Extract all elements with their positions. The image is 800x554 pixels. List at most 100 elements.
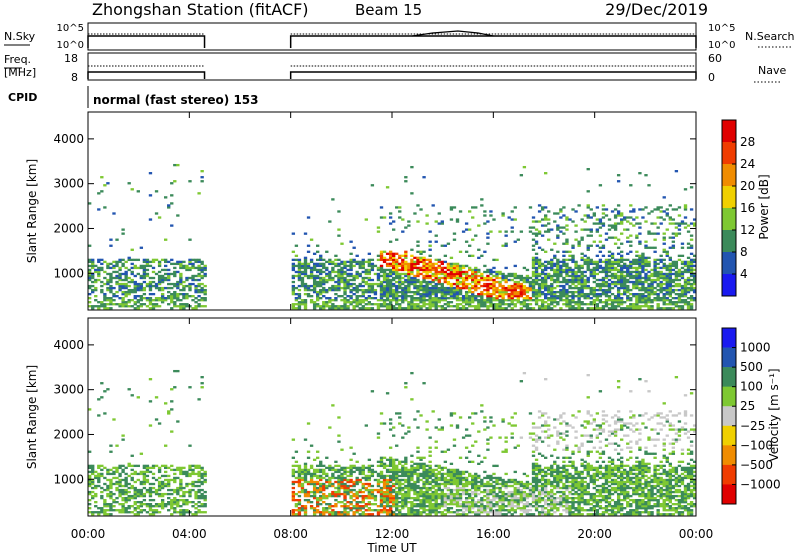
velocity-cell [440,503,444,506]
velocity-cell [416,494,420,498]
power-cell [130,278,134,282]
power-cell [385,272,390,276]
velocity-cell [331,476,335,480]
power-cell [507,297,511,300]
power-cell [309,258,314,262]
velocity-cell [410,371,414,375]
velocity-cell [401,488,405,492]
power-cell [364,307,368,310]
velocity-cell [106,470,110,474]
velocity-cell [413,468,417,472]
power-cell [352,282,356,286]
velocity-cell [337,480,341,484]
power-cell [112,292,116,296]
power-cell [416,266,420,270]
velocity-cell [413,490,417,494]
power-cell [689,246,694,249]
power-cell [446,292,451,296]
velocity-cell [428,480,432,484]
velocity-cell [404,503,408,506]
power-cell [294,270,299,274]
velocity-cell [419,513,423,516]
power-cell [379,305,384,308]
power-cell [629,276,633,280]
velocity-cell [452,494,457,498]
power-cell [647,260,651,264]
power-cell [644,244,648,247]
power-cell [553,292,557,296]
power-cell [170,272,174,276]
power-cell [124,303,128,306]
power-cell [413,260,417,264]
velocity-cell [306,480,311,484]
power-cell [562,276,566,280]
power-cell [626,268,630,272]
power-cell [689,294,694,298]
velocity-cell [404,466,408,470]
power-cell [565,292,569,296]
power-cell [291,286,296,290]
power-cell [686,297,691,300]
power-cell [613,268,618,272]
power-cell [607,278,612,282]
power-cell [461,276,466,280]
power-cell [109,301,113,304]
velocity-cell [139,511,144,514]
power-cell [103,292,107,296]
velocity-cell [124,466,128,470]
power-cell [458,288,463,292]
power-cell [577,268,581,272]
power-cell [325,280,329,284]
power-cell [498,284,502,288]
velocity-cell [133,490,137,494]
power-cell [613,299,618,302]
power-cell [434,301,438,304]
power-cell [629,307,633,310]
power-cell [382,299,387,302]
velocity-cell [443,498,448,502]
velocity-cell [385,458,390,461]
power-cell [598,184,603,187]
power-cell [662,307,666,310]
velocity-cell [291,490,296,494]
velocity-cell [352,492,356,496]
power-cell [601,292,606,296]
power-cell [522,299,527,302]
velocity-cell [319,503,323,506]
power-cell [641,262,645,266]
power-cell [428,264,432,268]
power-cell [316,274,320,278]
velocity-cell [139,494,144,498]
power-cell [498,280,502,284]
power-cell [130,280,134,284]
power-cell [525,278,530,282]
power-cell [674,284,679,288]
power-cell [151,307,156,310]
power-cell [613,214,618,217]
power-cell [142,303,147,306]
power-cell [437,299,441,302]
velocity-cell [379,422,384,425]
power-cell [319,254,323,257]
velocity-cell [458,496,463,500]
power-cell [659,206,663,209]
power-cell [422,264,426,268]
power-cell [130,266,134,270]
power-cell [641,258,645,262]
power-cell [328,288,332,292]
power-cell [334,297,338,300]
velocity-cell [194,484,198,488]
power-cell [100,258,104,262]
velocity-cell [170,478,174,482]
power-cell [404,299,408,302]
power-cell [677,268,682,272]
power-cell [148,297,153,300]
power-cell [410,294,414,298]
power-cell [455,262,460,266]
velocity-cell [346,513,350,516]
velocity-cell [160,482,165,486]
freq-label-line2: [MHz] [4,66,36,79]
power-cell [644,174,648,177]
power-cell [686,242,691,245]
power-cell [553,270,557,274]
